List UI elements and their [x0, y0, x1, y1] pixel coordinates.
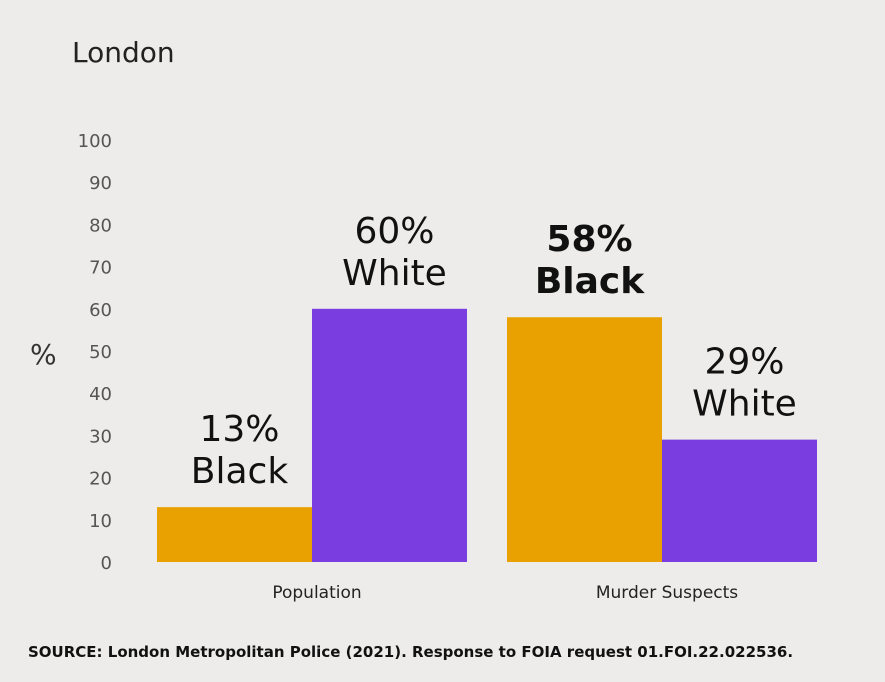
y-tick-label: 40 [89, 384, 112, 405]
category-label: Murder Suspects [596, 583, 738, 603]
data-label-line: 29% [704, 342, 784, 383]
category-labels: Population Murder Suspects [272, 583, 738, 603]
y-tick-label: 60 [89, 300, 112, 321]
y-tick-label: 70 [89, 258, 112, 279]
y-tick-label: 90 [89, 173, 112, 194]
y-tick-label: 50 [89, 342, 112, 363]
data-label-line: White [692, 384, 797, 425]
y-tick-label: 0 [101, 553, 112, 574]
data-label-line: 60% [354, 211, 434, 252]
bar [662, 439, 817, 562]
y-tick-label: 20 [89, 469, 112, 490]
category-label: Population [272, 583, 361, 603]
y-axis-label: % [30, 338, 57, 371]
data-label-line: Black [191, 451, 289, 492]
data-label: 13% Black [191, 409, 289, 492]
y-tick-label: 80 [89, 215, 112, 236]
chart-title: London [72, 36, 175, 69]
data-label: 58% Black [535, 219, 645, 302]
y-axis-ticks: 0 10 20 30 40 50 60 70 80 90 100 [78, 131, 112, 574]
bar [312, 308, 467, 562]
y-tick-label: 100 [78, 131, 112, 152]
y-tick-label: 30 [89, 426, 112, 447]
data-label-line: White [342, 253, 447, 294]
data-label-line: Black [535, 261, 645, 302]
y-tick-label: 10 [89, 511, 112, 532]
data-label-line: 58% [546, 219, 632, 260]
data-label: 60% White [342, 211, 447, 294]
source-note: SOURCE: London Metropolitan Police (2021… [28, 643, 793, 661]
data-label-line: 13% [199, 409, 279, 450]
data-label: 29% White [692, 342, 797, 425]
bar [157, 507, 312, 562]
bar [507, 317, 662, 562]
bars [157, 308, 817, 562]
